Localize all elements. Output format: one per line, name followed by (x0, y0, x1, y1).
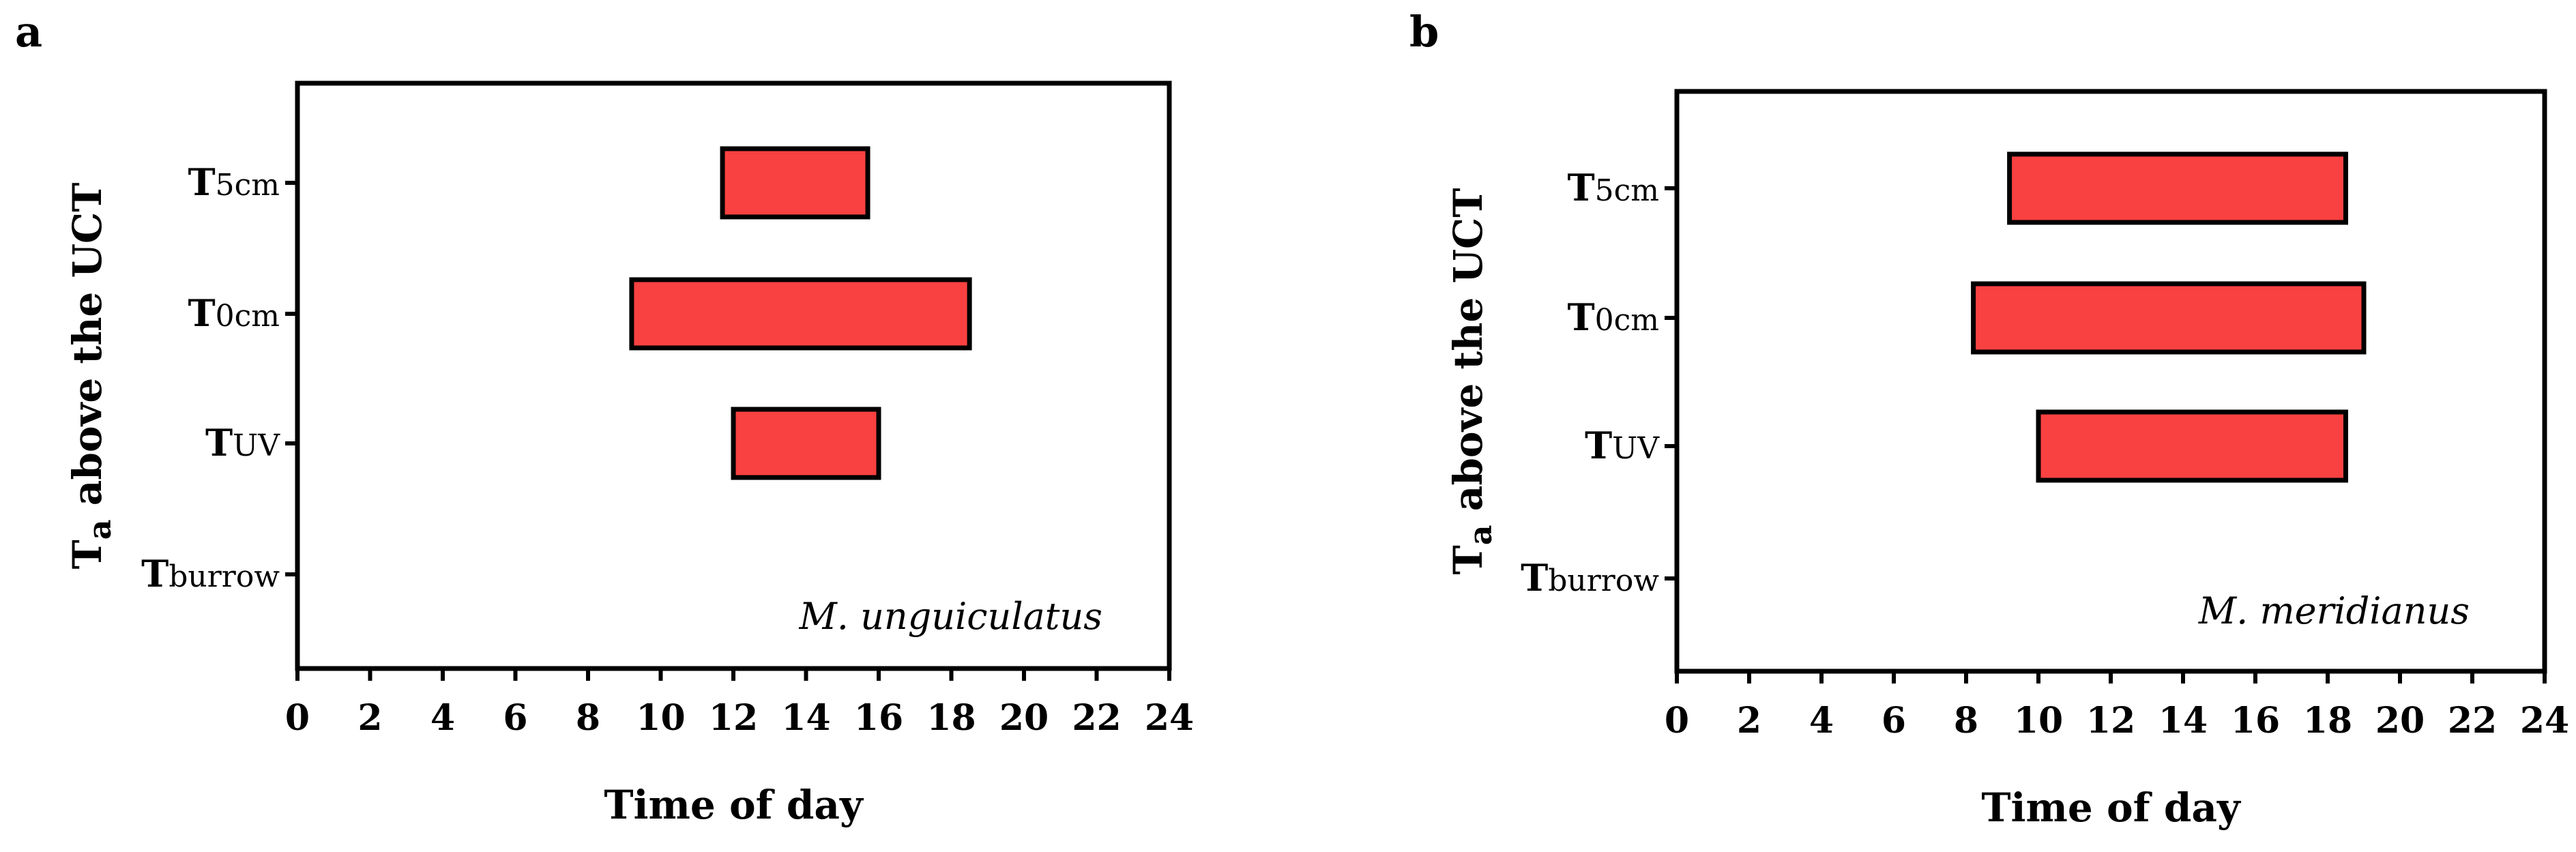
x-tick-label: 10 (636, 697, 685, 739)
x-tick-label: 8 (1954, 700, 1978, 741)
x-tick-label: 12 (2086, 700, 2135, 741)
x-tick-label: 20 (2375, 700, 2425, 741)
x-tick-label: 2 (1737, 700, 1761, 741)
x-tick-label: 0 (285, 697, 310, 739)
range-bar-TUV (2036, 409, 2348, 483)
x-tick-label: 6 (503, 697, 527, 739)
range-bar-T5cm (2007, 151, 2349, 225)
x-tick-label: 16 (854, 697, 903, 739)
x-axis-label: Time of day (1981, 784, 2242, 831)
species-label: M. meridianus (2198, 589, 2470, 632)
y-tick-label: Tburrow (1521, 556, 1659, 600)
x-tick-label: 4 (1809, 700, 1834, 741)
x-tick-label: 16 (2231, 700, 2280, 741)
y-tick-label: T5cm (188, 160, 280, 204)
range-bar-TUV (731, 407, 881, 480)
x-tick-label: 24 (2520, 700, 2569, 741)
x-tick-label: 14 (781, 697, 830, 739)
x-tick-label: 14 (2158, 700, 2208, 741)
y-tick-label: T0cm (1567, 295, 1659, 339)
x-tick-label: 10 (2014, 700, 2063, 741)
range-bar-T0cm (1971, 281, 2367, 355)
y-tick-label: T0cm (188, 291, 280, 335)
x-tick-label: 2 (357, 697, 382, 739)
x-tick-label: 22 (2448, 700, 2497, 741)
x-tick-label: 24 (1145, 697, 1194, 739)
y-tick-label: TUV (205, 421, 280, 465)
range-bar-T0cm (629, 277, 972, 351)
x-tick-label: 6 (1882, 700, 1906, 741)
x-tick-label: 4 (430, 697, 455, 739)
y-axis-label: Ta above the UCT (1445, 188, 1499, 575)
x-tick-label: 8 (576, 697, 600, 739)
x-tick-label: 18 (926, 697, 976, 739)
y-tick-label: T5cm (1567, 166, 1659, 209)
x-tick-label: 22 (1072, 697, 1121, 739)
y-tick-label: TUV (1585, 424, 1660, 467)
x-tick-label: 18 (2303, 700, 2352, 741)
x-axis-label: Time of day (604, 782, 864, 828)
x-tick-label: 12 (709, 697, 758, 739)
y-axis-label: Ta above the UCT (64, 183, 118, 570)
range-bar-T5cm (720, 146, 870, 220)
species-label: M. unguiculatus (799, 595, 1102, 638)
panel-letter: b (1409, 7, 1439, 57)
x-tick-label: 20 (999, 697, 1049, 739)
x-tick-label: 0 (1665, 700, 1689, 741)
y-tick-label: Tburrow (141, 552, 280, 596)
panel-letter: a (15, 7, 42, 57)
